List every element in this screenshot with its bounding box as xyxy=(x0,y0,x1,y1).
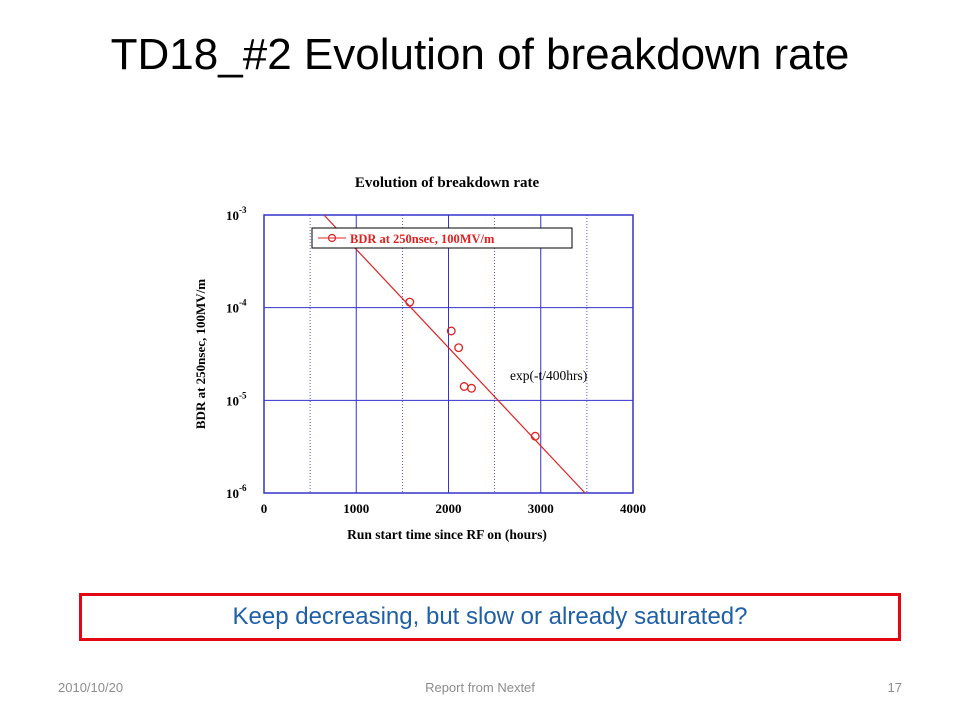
slide-title: TD18_#2 Evolution of breakdown rate xyxy=(110,30,850,79)
footer-date: 2010/10/20 xyxy=(58,680,124,695)
fit-line-group xyxy=(323,214,586,494)
footer-center: Report from Nextef xyxy=(425,680,535,695)
fit-line xyxy=(323,214,586,494)
callout-box: Keep decreasing, but slow or already sat… xyxy=(79,593,901,641)
data-point xyxy=(459,382,469,391)
data-points xyxy=(405,297,540,441)
x-tick-label: 1000 xyxy=(343,501,369,516)
y-tick-labels: 10-3 10-4 10-5 10-6 xyxy=(226,205,247,501)
y-tick-label: 10-4 xyxy=(226,298,247,316)
legend: BDR at 250nsec, 100MV/m xyxy=(311,227,573,249)
legend-marker xyxy=(327,233,337,243)
fit-annotation: exp(-t/400hrs) xyxy=(510,368,587,383)
breakdown-rate-chart: Evolution of breakdown rate 0 1000 2000 300… xyxy=(193,175,646,542)
data-point xyxy=(530,431,540,441)
x-tick-label: 4000 xyxy=(620,501,646,516)
x-axis-label: Run start time since RF on (hours) xyxy=(347,527,547,542)
chart-title: Evolution of breakdown rate xyxy=(355,175,540,191)
x-tick-labels: 0 1000 2000 3000 4000 xyxy=(261,501,646,516)
legend-entry: BDR at 250nsec, 100MV/m xyxy=(350,232,495,246)
chart-grid xyxy=(264,215,633,493)
y-tick-label: 10-6 xyxy=(226,483,247,501)
data-point xyxy=(446,326,456,336)
x-tick-label: 2000 xyxy=(436,501,462,516)
y-axis-label: BDR at 250nsec, 100MV/m xyxy=(193,279,208,429)
y-tick-label: 10-3 xyxy=(226,205,247,223)
data-point xyxy=(405,297,415,307)
footer-page-number: 17 xyxy=(887,680,902,695)
data-point xyxy=(467,383,477,393)
plot-frame xyxy=(263,214,634,494)
y-tick-label: 10-5 xyxy=(226,390,247,408)
data-point xyxy=(454,343,464,353)
callout-text: Keep decreasing, but slow or already sat… xyxy=(232,603,748,630)
x-tick-label: 3000 xyxy=(528,501,554,516)
x-tick-label: 0 xyxy=(261,501,268,516)
legend-box xyxy=(311,227,573,249)
